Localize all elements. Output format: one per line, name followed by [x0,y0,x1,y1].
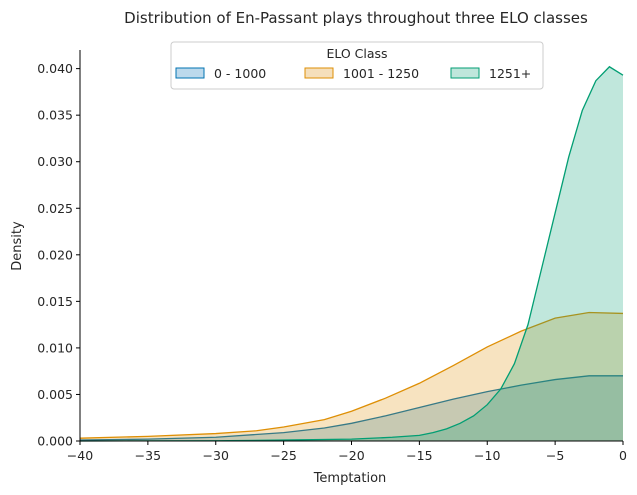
y-tick-label: 0.005 [37,387,73,402]
x-tick-label: 0 [619,448,627,463]
legend-label-series-1: 0 - 1000 [214,66,266,81]
x-tick-label: −35 [135,448,161,463]
y-tick-label: 0.035 [37,108,73,123]
legend-label-series-3: 1251+ [489,66,531,81]
y-ticks: 0.000 0.005 0.010 0.015 0.020 0.025 0.030 0.035… [37,61,80,449]
area-fill-series-2 [80,312,623,441]
y-tick-label: 0.020 [37,247,73,262]
x-tick-label: −25 [270,448,296,463]
legend: ELO Class 0 - 1000 1001 - 1250 1251+ [170,41,544,90]
y-tick-label: 0.000 [37,434,73,449]
y-tick-label: 0.040 [37,61,73,76]
x-tick-label: −5 [546,448,564,463]
chart-title: Distribution of En-Passant plays through… [124,9,588,27]
y-axis-label: Density [10,221,25,271]
legend-title: ELO Class [326,46,387,61]
density-line-series-3 [79,65,624,442]
density-line-series-1 [79,375,623,441]
legend-swatch-series-1 [175,67,205,79]
x-ticks: −40 −35 −30 −25 −20 −15 −10 −5 0 [67,441,627,463]
density-line-series-2 [79,311,624,439]
area-fill-series-3 [80,66,623,441]
legend-swatch-series-3 [450,67,480,79]
x-tick-label: −40 [67,448,93,463]
y-tick-label: 0.015 [37,294,73,309]
y-tick-label: 0.025 [37,201,73,216]
legend-swatch-series-2 [304,67,334,79]
x-tick-label: −15 [406,448,432,463]
legend-label-series-2: 1001 - 1250 [343,66,419,81]
x-tick-label: −20 [338,448,364,463]
y-tick-label: 0.030 [37,154,73,169]
x-tick-label: −30 [203,448,229,463]
legend-box [170,41,544,90]
y-tick-label: 0.010 [37,340,73,355]
x-tick-label: −10 [474,448,500,463]
density-areas [79,65,624,442]
x-axis-label: Temptation [313,471,387,486]
